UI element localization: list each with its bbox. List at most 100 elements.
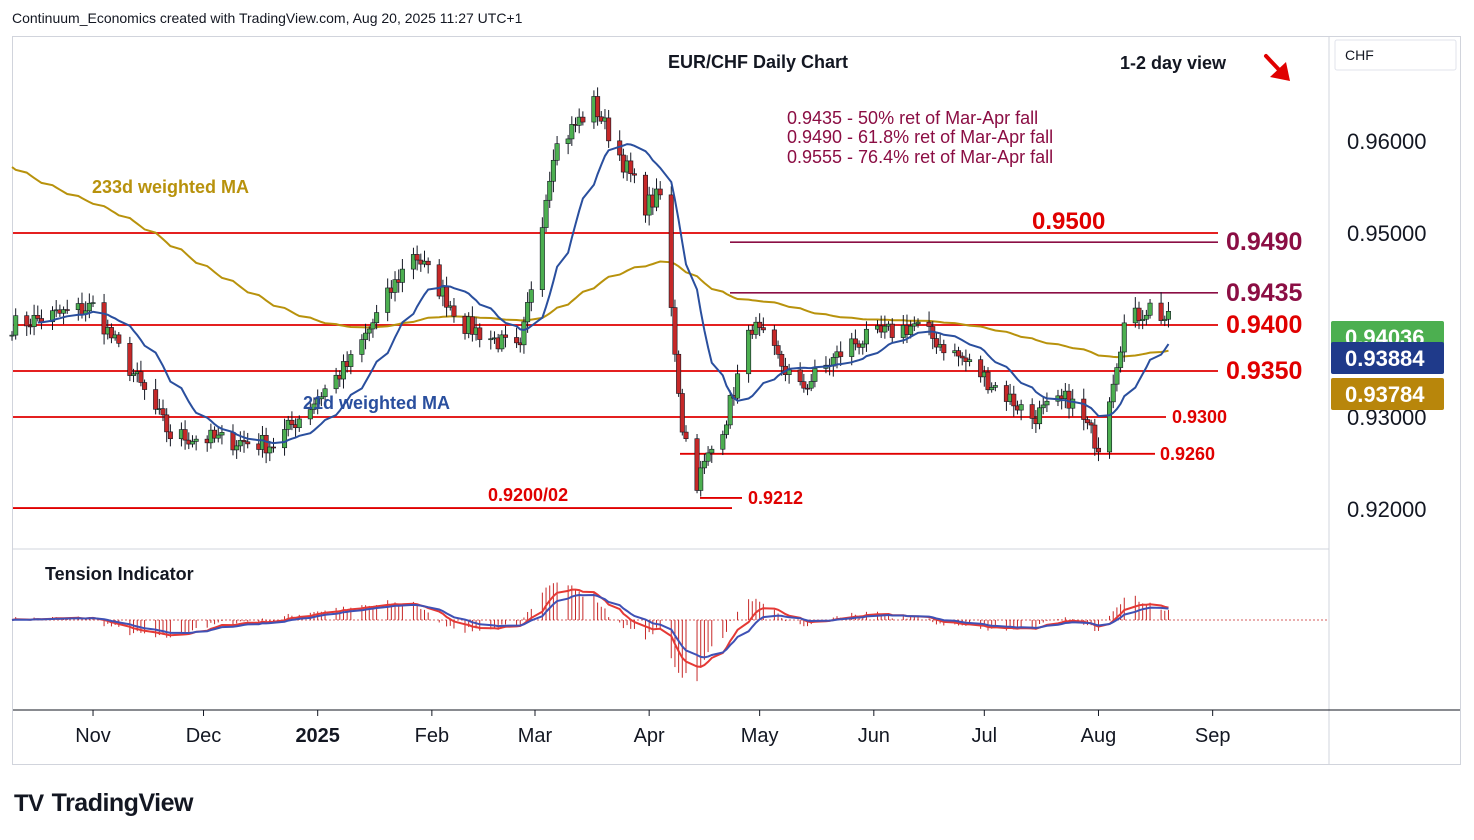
candle-body (241, 440, 247, 443)
candle-body (366, 328, 372, 334)
candle-body (521, 321, 527, 346)
candle-body (212, 429, 218, 439)
candle-body (64, 309, 70, 311)
candle-body (709, 448, 715, 454)
candle-body (86, 302, 92, 312)
candle-body (1081, 398, 1087, 420)
candle-body (514, 337, 520, 344)
currency-box[interactable] (1334, 39, 1457, 71)
candle-body (1070, 398, 1076, 409)
level-label: 0.9300 (1172, 407, 1227, 427)
candle-body (138, 371, 144, 383)
candle-body (1158, 302, 1164, 321)
candle-body (595, 96, 601, 118)
candle-body (193, 438, 199, 442)
chart-frame (12, 36, 1461, 765)
candle-body (694, 438, 700, 491)
candle-body (499, 334, 505, 350)
candle-body (116, 334, 122, 344)
tradingview-wordmark: TradingView (51, 789, 194, 817)
y-tick-label: 0.95000 (1347, 221, 1427, 246)
candle-body (267, 446, 273, 454)
support-resistance-levels (13, 232, 1218, 509)
candle-body (1044, 400, 1050, 406)
candle-body (701, 460, 707, 469)
ma233-group (11, 166, 1169, 359)
candle-body (451, 305, 457, 317)
candle-body (992, 385, 998, 388)
candle-body (1162, 318, 1168, 321)
candle-body (812, 368, 818, 382)
candle-body (1029, 404, 1035, 419)
candle-body (525, 302, 531, 323)
level-label: 0.9260 (1160, 444, 1215, 464)
ma233-line (11, 166, 1169, 359)
candle-body (808, 381, 814, 389)
candle-body (543, 199, 549, 228)
candles-group (9, 87, 1171, 497)
candle-body (565, 138, 571, 144)
candle-body (911, 323, 917, 327)
candle-body (554, 143, 560, 161)
candle-body (654, 188, 660, 208)
candle-body (569, 124, 575, 140)
x-tick-label: Feb (415, 725, 449, 747)
candle-body (805, 387, 811, 390)
x-tick-label: Apr (634, 725, 665, 747)
candle-body (31, 315, 37, 327)
candle-body (270, 446, 276, 449)
candle-body (307, 409, 313, 420)
candle-body (1088, 422, 1094, 426)
candle-body (1121, 322, 1127, 353)
candle-body (926, 321, 932, 327)
tension-indicator-pane (11, 582, 1329, 682)
candle-body (1114, 367, 1120, 385)
candle-body (1143, 314, 1149, 320)
candle-body (24, 315, 30, 327)
retracement-note-3: 0.9555 - 76.4% ret of Mar-Apr fall (787, 147, 1053, 167)
candle-body (108, 327, 114, 339)
level-labels: 0.9500 0.9490 0.9435 0.9400 0.9350 0.9300 0.92… (488, 208, 1303, 508)
candle-body (528, 289, 534, 303)
ma233-label: 233d weighted MA (92, 177, 249, 197)
candle-body (1118, 351, 1124, 368)
candle-body (1136, 307, 1142, 322)
candle-body (863, 328, 869, 345)
candle-body (50, 310, 56, 323)
candle-body (436, 264, 442, 297)
candle-body (672, 307, 678, 355)
tradingview-logo-icon: TV (14, 789, 44, 817)
candle-body (1084, 419, 1090, 424)
candle-body (127, 343, 133, 376)
candle-body (9, 334, 15, 337)
candle-body (746, 329, 752, 375)
price-badge-label: 0.93884 (1345, 346, 1425, 371)
candle-body (959, 355, 965, 359)
x-tick-label: Dec (186, 725, 222, 747)
candle-body (676, 353, 682, 394)
candle-body (724, 424, 730, 435)
y-tick-label: 0.92000 (1347, 497, 1427, 522)
candle-body (1011, 393, 1017, 407)
x-tick-label: Aug (1081, 725, 1117, 747)
candle-body (153, 389, 159, 410)
candle-body (550, 159, 556, 182)
x-axis: Nov Dec 2025 Feb Mar Apr May Jun Jul Aug Sep (75, 710, 1230, 747)
candle-body (142, 382, 148, 390)
candle-body (296, 418, 302, 429)
ma21-group (37, 143, 1170, 445)
x-tick-label: Jul (972, 725, 998, 747)
candle-body (311, 403, 317, 410)
view-label: 1-2 day view (1120, 53, 1227, 73)
candle-body (735, 373, 741, 399)
ma21-line (37, 143, 1170, 445)
chart-credit: Continuum_Economics created with Trading… (12, 10, 523, 26)
candle-body (318, 396, 324, 400)
candle-body (1018, 404, 1024, 411)
level-label: 0.9500 (1032, 208, 1105, 235)
tradingview-brand[interactable]: TV TradingView (14, 789, 193, 818)
candle-body (399, 268, 405, 283)
candle-body (860, 343, 866, 348)
x-tick-label: Mar (518, 725, 553, 747)
